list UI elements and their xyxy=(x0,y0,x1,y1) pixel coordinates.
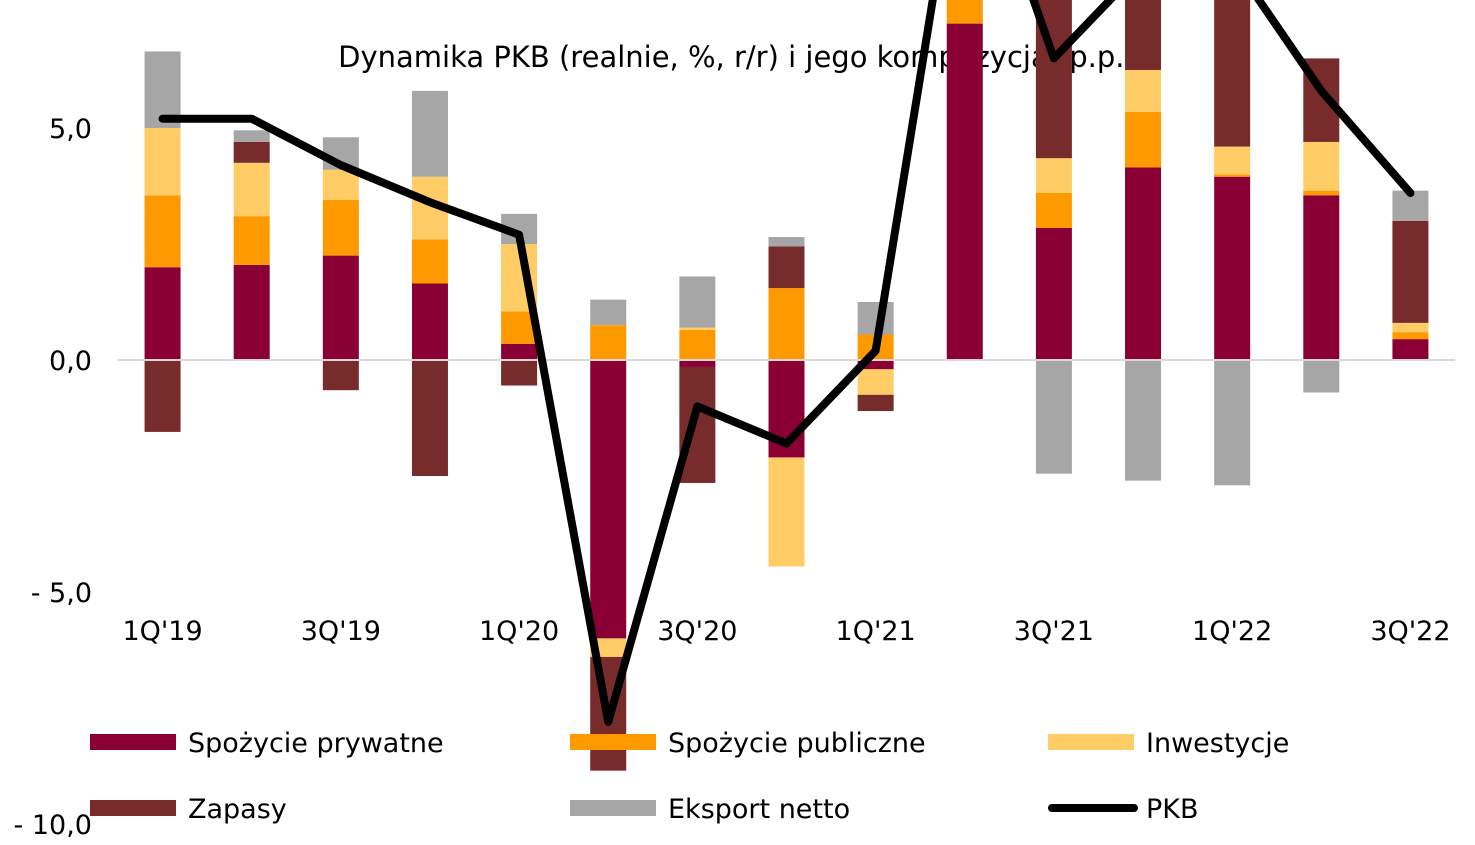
x-axis-ticks: 1Q'19 3Q'19 1Q'20 3Q'20 1Q'21 3Q'21 1Q'22 3Q'22 xyxy=(122,616,1450,647)
y-tick-label: - 10,0 xyxy=(14,810,92,841)
bar-1-2Q-21 xyxy=(947,24,983,360)
legend-swatch-1 xyxy=(90,734,176,750)
y-tick-label: 5,0 xyxy=(49,114,92,145)
bar-4-2Q-19 xyxy=(234,142,270,163)
bar-1-3Q-19 xyxy=(323,256,359,360)
bar-5-4Q-21 xyxy=(1125,360,1161,481)
bar-2-3Q-20 xyxy=(679,330,715,360)
x-tick-label: 3Q'20 xyxy=(657,616,737,647)
legend-swatch-2 xyxy=(570,734,656,750)
y-tick-label: 0,0 xyxy=(49,346,92,377)
bar-1-3Q-20 xyxy=(679,360,715,367)
x-tick-label: 3Q'19 xyxy=(301,616,381,647)
bar-2-2Q-21 xyxy=(947,0,983,24)
bar-2-4Q-19 xyxy=(412,239,448,283)
bar-4-1Q-21 xyxy=(858,395,894,411)
bar-1-1Q-22 xyxy=(1214,177,1250,360)
bar-2-3Q-19 xyxy=(323,200,359,256)
bar-3-1Q-22 xyxy=(1214,147,1250,175)
bar-1-3Q-21 xyxy=(1036,228,1072,360)
bar-2-2Q-22 xyxy=(1303,191,1339,196)
bar-2-1Q-19 xyxy=(145,195,181,267)
bar-2-1Q-22 xyxy=(1214,174,1250,176)
bar-4-1Q-22 xyxy=(1214,0,1250,147)
bar-2-2Q-20 xyxy=(590,325,626,360)
bars-layer xyxy=(145,0,1429,771)
bar-5-3Q-20 xyxy=(679,276,715,327)
bar-3-2Q-22 xyxy=(1303,142,1339,191)
bar-3-1Q-21 xyxy=(858,369,894,395)
x-tick-label: 1Q'20 xyxy=(479,616,559,647)
bar-1-4Q-19 xyxy=(412,283,448,360)
y-tick-label: - 5,0 xyxy=(31,578,92,609)
legend-label-1: Spożycie prywatne xyxy=(188,728,444,759)
bar-3-4Q-20 xyxy=(769,457,805,566)
bar-2-3Q-22 xyxy=(1392,332,1428,339)
legend-label-6: PKB xyxy=(1146,794,1199,825)
bar-5-2Q-19 xyxy=(234,130,270,142)
legend: Spożycie prywatne Spożycie publiczne Inwes… xyxy=(90,728,1289,825)
y-axis-ticks: 10,05,00,0- 5,0- 10,0 xyxy=(14,0,92,841)
bar-1-1Q-20 xyxy=(501,344,537,360)
x-tick-label: 1Q'22 xyxy=(1192,616,1272,647)
bar-4-3Q-22 xyxy=(1392,221,1428,323)
bar-4-1Q-20 xyxy=(501,360,537,386)
legend-label-4: Zapasy xyxy=(188,794,287,825)
bar-1-2Q-22 xyxy=(1303,195,1339,360)
legend-label-5: Eksport netto xyxy=(668,794,850,825)
legend-label-3: Inwestycje xyxy=(1146,728,1289,759)
bar-4-4Q-19 xyxy=(412,360,448,476)
bar-4-3Q-19 xyxy=(323,360,359,390)
bar-5-2Q-20 xyxy=(590,300,626,326)
bar-5-4Q-19 xyxy=(412,91,448,177)
x-tick-label: 3Q'22 xyxy=(1370,616,1450,647)
bar-1-2Q-19 xyxy=(234,265,270,360)
bar-3-3Q-22 xyxy=(1392,323,1428,332)
bar-3-4Q-21 xyxy=(1125,70,1161,112)
bar-5-2Q-22 xyxy=(1303,360,1339,392)
legend-label-2: Spożycie publiczne xyxy=(668,728,926,759)
legend-swatch-5 xyxy=(570,800,656,816)
bar-2-4Q-21 xyxy=(1125,112,1161,168)
bar-5-4Q-20 xyxy=(769,237,805,246)
x-tick-label: 3Q'21 xyxy=(1014,616,1094,647)
bar-3-3Q-21 xyxy=(1036,158,1072,193)
bar-2-2Q-19 xyxy=(234,216,270,265)
bar-5-3Q-21 xyxy=(1036,360,1072,474)
legend-swatch-4 xyxy=(90,800,176,816)
bar-5-1Q-22 xyxy=(1214,360,1250,485)
bar-2-3Q-21 xyxy=(1036,193,1072,228)
bar-4-1Q-19 xyxy=(145,360,181,432)
bar-2-4Q-20 xyxy=(769,288,805,360)
bar-3-1Q-19 xyxy=(145,128,181,195)
x-tick-label: 1Q'19 xyxy=(122,616,202,647)
bar-1-4Q-21 xyxy=(1125,167,1161,360)
bar-3-3Q-20 xyxy=(679,328,715,330)
bar-1-2Q-20 xyxy=(590,360,626,638)
bar-3-2Q-19 xyxy=(234,163,270,216)
x-tick-label: 1Q'21 xyxy=(836,616,916,647)
bar-4-4Q-20 xyxy=(769,246,805,288)
bar-4-4Q-21 xyxy=(1125,0,1161,70)
bar-1-3Q-22 xyxy=(1392,339,1428,360)
legend-swatch-3 xyxy=(1048,734,1134,750)
bar-1-1Q-19 xyxy=(145,267,181,360)
chart-title: Dynamika PKB (realnie, %, r/r) i jego ko… xyxy=(338,40,1136,74)
